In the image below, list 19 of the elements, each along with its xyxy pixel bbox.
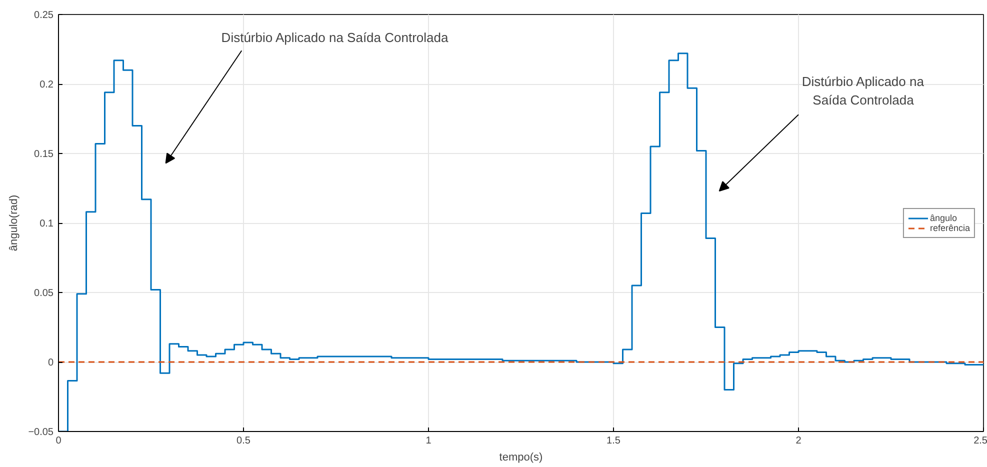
y-tick-label: 0.2: [40, 80, 54, 90]
y-tick-label: 0.15: [34, 149, 54, 160]
x-tick-label: 2.5: [974, 436, 987, 446]
y-tick-label: 0: [48, 358, 54, 368]
y-axis-title: ângulo(rad): [8, 194, 20, 252]
x-tick-label: 0: [56, 436, 62, 446]
x-tick-label: 1.5: [606, 436, 621, 446]
y-tick-label: 0.05: [34, 288, 54, 299]
y-tick-label: 0.1: [40, 218, 54, 230]
annotation: Distúrbio Aplicado na Saída Controlada: [802, 74, 925, 108]
y-tick-label: 0.25: [34, 10, 54, 21]
y-tick-label: −0.05: [28, 427, 54, 438]
x-tick-label: 2: [796, 436, 802, 446]
annotation: Distúrbio Aplicado na Saída Controlada: [221, 30, 449, 46]
legend-label: ângulo: [930, 212, 957, 222]
x-tick-label: 0.5: [236, 436, 251, 446]
legend-label: referência: [930, 222, 970, 232]
x-tick-label: 1: [426, 436, 432, 446]
x-axis-title: tempo(s): [499, 452, 543, 464]
